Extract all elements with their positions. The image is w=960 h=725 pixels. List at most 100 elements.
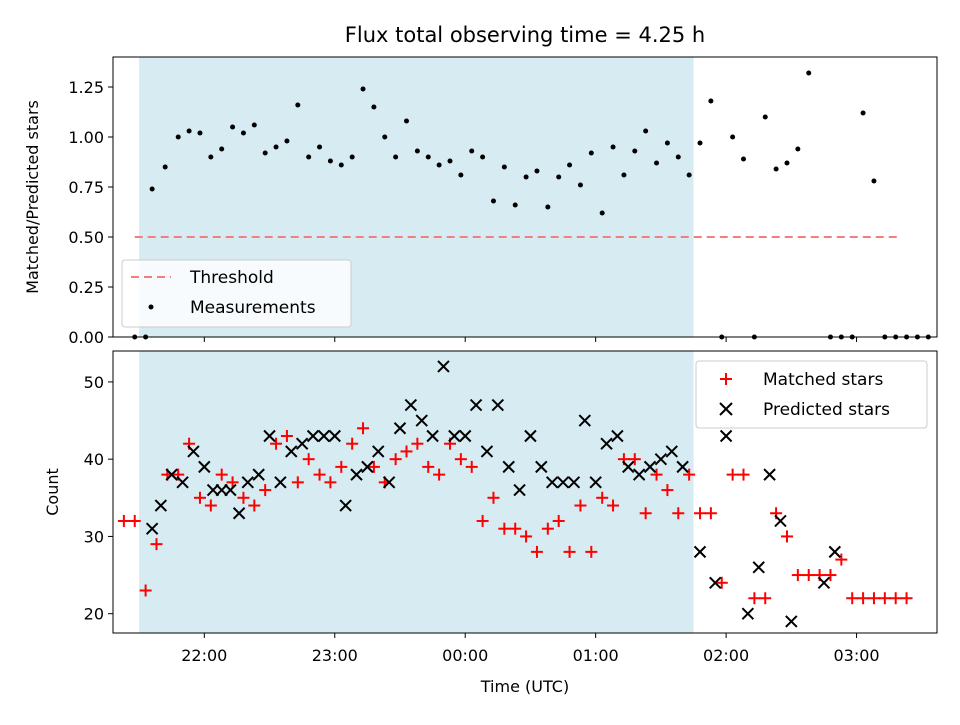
matched-star-point bbox=[683, 468, 696, 481]
bottom-x-ticks: 22:00 23:00 00:00 01:00 02:00 03:00 bbox=[181, 633, 880, 665]
measurement-point bbox=[501, 164, 507, 170]
x-tick-label: 00:00 bbox=[442, 646, 488, 665]
predicted-star-point bbox=[448, 429, 461, 443]
predicted-star-point bbox=[622, 460, 635, 474]
matched-star-point bbox=[259, 484, 272, 497]
matched-star-point bbox=[520, 530, 533, 543]
measurement-point bbox=[360, 86, 366, 92]
measurement-point bbox=[860, 110, 866, 116]
matched-star-point bbox=[726, 468, 739, 481]
predicted-star-point bbox=[535, 460, 548, 474]
top-panel: 0.00 0.25 0.50 0.75 1.00 1.25 Matched/Predict… bbox=[23, 56, 938, 347]
measurement-point bbox=[317, 144, 323, 150]
bottom-legend-box bbox=[695, 360, 928, 429]
measurement-point bbox=[404, 118, 410, 124]
matched-star-point bbox=[422, 460, 435, 473]
predicted-star-point bbox=[676, 460, 689, 474]
matched-star-point bbox=[215, 468, 228, 481]
bottom-legend: Matched stars Predicted stars bbox=[695, 360, 928, 429]
measurement-point bbox=[545, 204, 551, 210]
predicted-star-point bbox=[524, 429, 537, 443]
matched-star-point bbox=[509, 522, 522, 535]
predicted-star-point bbox=[415, 414, 428, 427]
measurement-point bbox=[349, 154, 355, 160]
matched-star-point bbox=[204, 499, 217, 512]
matched-star-point bbox=[389, 453, 402, 466]
measurement-point bbox=[273, 144, 279, 150]
predicted-star-point bbox=[589, 476, 602, 489]
predicted-star-point bbox=[263, 429, 276, 443]
matched-star-point bbox=[324, 476, 337, 489]
top-y-tick-label: 1.25 bbox=[68, 78, 104, 97]
predicted-star-point bbox=[828, 545, 842, 559]
measurement-point bbox=[534, 168, 540, 174]
matched-star-point bbox=[291, 476, 304, 489]
measurement-point bbox=[708, 98, 714, 104]
matched-star-point bbox=[889, 592, 902, 605]
measurement-point bbox=[295, 102, 301, 108]
predicted-star-point bbox=[719, 429, 733, 443]
x-tick-label: 03:00 bbox=[834, 646, 880, 665]
measurement-point bbox=[621, 172, 627, 178]
predicted-star-point bbox=[306, 429, 320, 443]
x-tick-label: 02:00 bbox=[703, 646, 749, 665]
predicted-star-point bbox=[654, 452, 668, 466]
matched-star-point bbox=[563, 545, 576, 558]
matched-star-point bbox=[596, 491, 609, 504]
matched-star-point bbox=[900, 592, 913, 605]
matched-star-point bbox=[552, 514, 565, 527]
measurement-point bbox=[512, 202, 518, 208]
top-axes-frame bbox=[112, 56, 938, 338]
measurement-point bbox=[523, 174, 529, 180]
matched-star-point bbox=[846, 592, 859, 605]
bottom-y-tick-label: 30 bbox=[84, 527, 104, 546]
measurement-point bbox=[338, 162, 344, 168]
measurement-point bbox=[230, 124, 236, 130]
measurement-point bbox=[654, 160, 660, 166]
measurement-point bbox=[806, 70, 812, 76]
matched-star-point bbox=[867, 592, 880, 605]
matched-star-point bbox=[313, 468, 326, 481]
predicted-star-point bbox=[224, 483, 237, 497]
predicted-star-point bbox=[578, 414, 591, 427]
predicted-star-point bbox=[502, 460, 515, 474]
measurement-point bbox=[306, 154, 312, 160]
matched-star-point bbox=[280, 429, 293, 442]
legend-threshold-label: Threshold bbox=[189, 268, 274, 288]
top-legend: Threshold Measurements bbox=[121, 259, 352, 328]
x-tick-label: 01:00 bbox=[573, 646, 619, 665]
predicted-star-point bbox=[165, 468, 178, 481]
top-y-tick-label: 0.00 bbox=[68, 328, 104, 347]
predicted-star-point bbox=[176, 476, 189, 489]
matched-star-point bbox=[487, 491, 500, 504]
predicted-star-point bbox=[295, 437, 309, 450]
matched-star-point bbox=[117, 514, 130, 527]
predicted-star-point bbox=[274, 476, 287, 489]
matched-star-point bbox=[661, 484, 674, 497]
matched-star-point bbox=[650, 468, 663, 481]
predicted-star-point bbox=[328, 429, 341, 443]
matched-star-point bbox=[628, 453, 641, 466]
predicted-star-point bbox=[752, 561, 765, 574]
predicted-star-point bbox=[480, 445, 494, 458]
matched-star-point bbox=[835, 553, 848, 566]
predicted-star-point bbox=[556, 476, 570, 489]
matched-star-point bbox=[704, 507, 717, 520]
measurement-point bbox=[414, 148, 420, 154]
measurement-points bbox=[132, 70, 931, 340]
matched-star-point bbox=[737, 468, 750, 481]
measurement-point bbox=[186, 128, 192, 134]
matched-star-point bbox=[498, 522, 511, 535]
measurement-point bbox=[197, 130, 203, 136]
matched-star-point bbox=[857, 592, 870, 605]
matched-star-point bbox=[715, 576, 728, 589]
matched-star-point bbox=[476, 514, 489, 527]
predicted-star-point bbox=[709, 576, 722, 589]
matched-star-point bbox=[607, 499, 620, 512]
predicted-star-point bbox=[350, 468, 363, 481]
measurement-point bbox=[371, 104, 377, 110]
matched-star-point bbox=[585, 545, 598, 558]
predicted-star-point bbox=[382, 476, 396, 489]
predicted-star-point bbox=[600, 437, 613, 450]
